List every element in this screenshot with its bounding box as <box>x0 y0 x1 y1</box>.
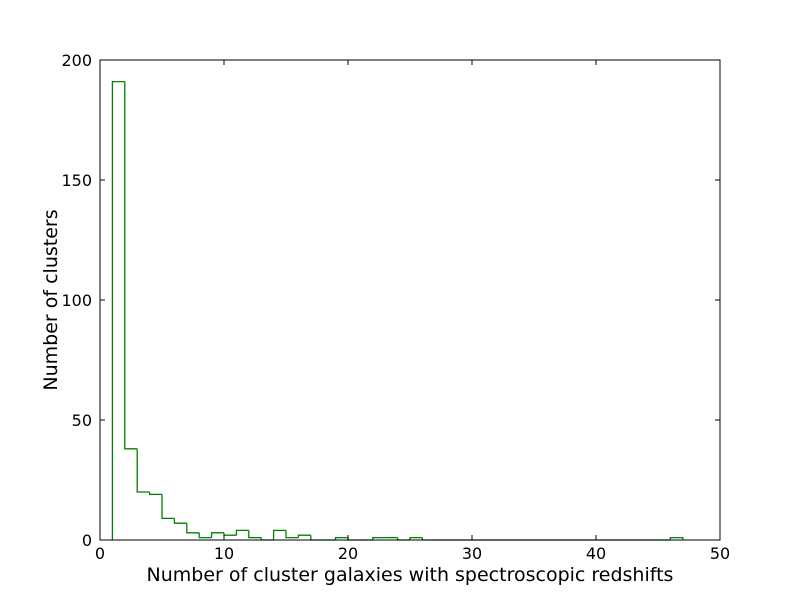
histogram-bin <box>669 536 684 540</box>
histogram-bin <box>173 518 187 524</box>
histogram-bin <box>186 523 200 534</box>
histogram-bin <box>161 494 175 520</box>
x-tick-label: 20 <box>338 544 358 563</box>
x-tick-label: 10 <box>214 544 234 563</box>
x-tick-label: 50 <box>710 544 730 563</box>
x-tick-label: 40 <box>586 544 606 563</box>
x-tick-label: 30 <box>462 544 482 563</box>
histogram-bin <box>297 534 311 538</box>
histogram-bin <box>334 536 348 540</box>
histogram-bin <box>235 529 249 536</box>
y-tick-label: 150 <box>61 171 92 190</box>
histogram-bin <box>210 532 224 538</box>
histogram-bin <box>136 448 150 493</box>
y-tick-label: 0 <box>82 531 92 550</box>
y-axis-label: Number of clusters <box>40 209 62 390</box>
y-tick-label: 200 <box>61 51 92 70</box>
histogram-bin <box>111 80 125 540</box>
histogram-bin <box>409 536 423 540</box>
x-tick-label: 0 <box>95 544 105 563</box>
y-tick-label: 50 <box>72 411 92 430</box>
histogram-bin <box>372 536 386 540</box>
histogram-bin <box>248 530 262 539</box>
plot-area <box>100 60 720 540</box>
histogram-bin <box>124 81 138 450</box>
histogram-bin <box>285 530 299 539</box>
tick-layer: 0 10 20 30 40 50 0 50 100 150 200 <box>61 51 730 563</box>
histogram-bin <box>148 492 162 496</box>
y-tick-label: 100 <box>61 291 92 310</box>
x-axis-label: Number of cluster galaxies with spectros… <box>147 564 674 586</box>
histogram-bin <box>272 529 286 540</box>
histogram-bin <box>198 532 212 539</box>
